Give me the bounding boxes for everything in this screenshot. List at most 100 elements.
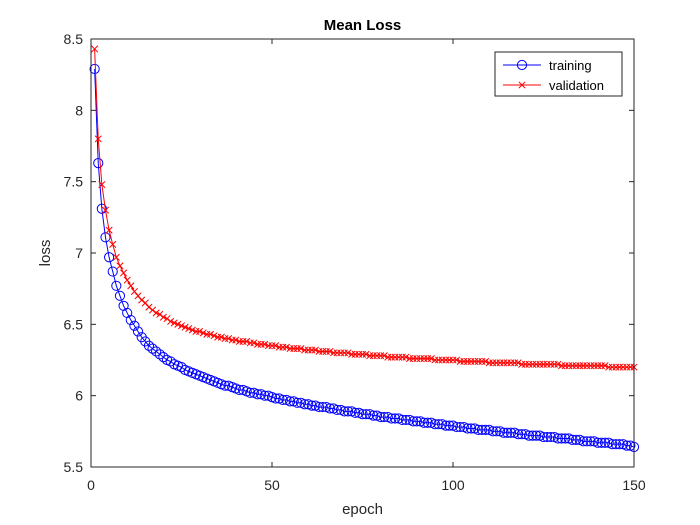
data-point-training — [342, 406, 354, 417]
data-point-training — [361, 409, 372, 420]
data-point-training — [339, 406, 350, 417]
data-point-training — [299, 399, 310, 410]
legend-entry-training: training — [503, 58, 592, 73]
data-point-training — [234, 384, 245, 396]
x-tick-label: 50 — [264, 477, 280, 493]
data-point-training — [614, 439, 625, 450]
data-point-training — [89, 63, 100, 75]
data-point-validation — [112, 253, 120, 261]
data-point-training — [505, 427, 517, 438]
data-point-validation — [159, 313, 167, 321]
data-point-validation — [174, 320, 182, 328]
data-point-validation — [554, 360, 562, 368]
data-point-training — [513, 429, 524, 440]
series-validation — [91, 45, 638, 371]
y-tick-label: 6 — [75, 388, 83, 404]
data-point-training — [552, 433, 564, 444]
data-point-training — [147, 343, 158, 354]
data-point-validation — [217, 333, 225, 341]
data-point-validation — [380, 352, 388, 360]
data-point-training — [502, 427, 513, 438]
data-point-training — [451, 421, 462, 433]
data-point-training — [462, 423, 473, 434]
legend-entry-validation: validation — [503, 78, 604, 93]
data-point-training — [386, 413, 397, 424]
data-point-validation — [98, 180, 106, 189]
data-point-training — [259, 390, 270, 401]
data-point-validation — [344, 349, 352, 357]
data-point-training — [596, 437, 607, 448]
data-point-training — [516, 429, 527, 440]
data-point-training — [107, 266, 118, 277]
data-point-validation — [109, 240, 117, 248]
data-point-validation — [120, 269, 128, 277]
y-axis-label: loss — [37, 240, 54, 267]
data-point-validation — [326, 347, 334, 355]
data-point-training — [245, 387, 256, 398]
data-point-validation — [243, 337, 251, 346]
data-point-training — [93, 158, 104, 169]
data-point-training — [466, 423, 477, 434]
data-point-training — [389, 413, 401, 424]
x-tick-label: 100 — [441, 477, 465, 493]
data-point-training — [132, 326, 144, 337]
y-tick-label: 6.5 — [64, 316, 84, 332]
series-training — [89, 63, 640, 453]
data-point-validation — [196, 327, 204, 336]
legend: training validation — [494, 51, 623, 97]
data-point-validation — [116, 262, 124, 270]
data-point-training — [491, 426, 502, 437]
data-point-validation — [311, 346, 319, 354]
data-point-training — [151, 346, 162, 357]
data-point-validation — [163, 315, 171, 323]
data-point-training — [324, 403, 336, 414]
data-point-training — [252, 389, 263, 400]
data-point-training — [531, 430, 542, 441]
y-tick-label: 8.5 — [64, 31, 84, 47]
legend-marker — [518, 81, 526, 89]
data-point-validation — [514, 359, 522, 367]
data-point-validation — [188, 326, 196, 334]
data-point-training — [610, 439, 622, 450]
data-point-training — [607, 439, 618, 450]
data-point-training — [599, 437, 611, 448]
axes-layer: 0 50 100 150 5.5 6 6.5 7 7.5 8 8.5 — [64, 31, 646, 493]
data-point-training — [154, 349, 165, 360]
data-point-training — [219, 380, 231, 391]
data-point-validation — [123, 276, 131, 284]
data-point-training — [400, 414, 412, 426]
data-point-validation — [148, 306, 157, 314]
data-point-training — [270, 393, 281, 404]
data-point-validation — [145, 303, 153, 311]
data-point-validation — [282, 343, 291, 351]
data-point-validation — [101, 206, 110, 214]
data-point-training — [440, 420, 451, 431]
data-point-training — [100, 232, 111, 243]
y-tick-label: 7 — [75, 245, 83, 261]
y-tick-label: 8 — [75, 102, 83, 118]
data-point-training — [538, 431, 549, 443]
data-point-training — [498, 427, 509, 438]
x-tick-label: 0 — [87, 477, 95, 493]
data-point-training — [444, 420, 455, 431]
legend-box — [494, 51, 623, 97]
data-point-training — [455, 421, 466, 433]
data-point-validation — [167, 317, 175, 326]
data-point-validation — [152, 309, 160, 317]
plot-area — [91, 39, 634, 467]
legend-label: training — [549, 58, 592, 73]
data-point-validation — [185, 325, 193, 333]
data-point-training — [418, 417, 430, 428]
y-tick-label: 7.5 — [64, 174, 84, 190]
data-point-training — [411, 416, 422, 427]
data-point-validation — [297, 345, 305, 353]
data-point-validation — [177, 322, 186, 330]
data-point-training — [317, 401, 328, 413]
data-point-training — [567, 434, 578, 445]
data-point-validation — [402, 353, 410, 361]
data-point-training — [129, 320, 140, 331]
data-point-training — [581, 436, 593, 447]
y-tick-label: 5.5 — [64, 459, 84, 475]
data-point-training — [379, 411, 390, 423]
